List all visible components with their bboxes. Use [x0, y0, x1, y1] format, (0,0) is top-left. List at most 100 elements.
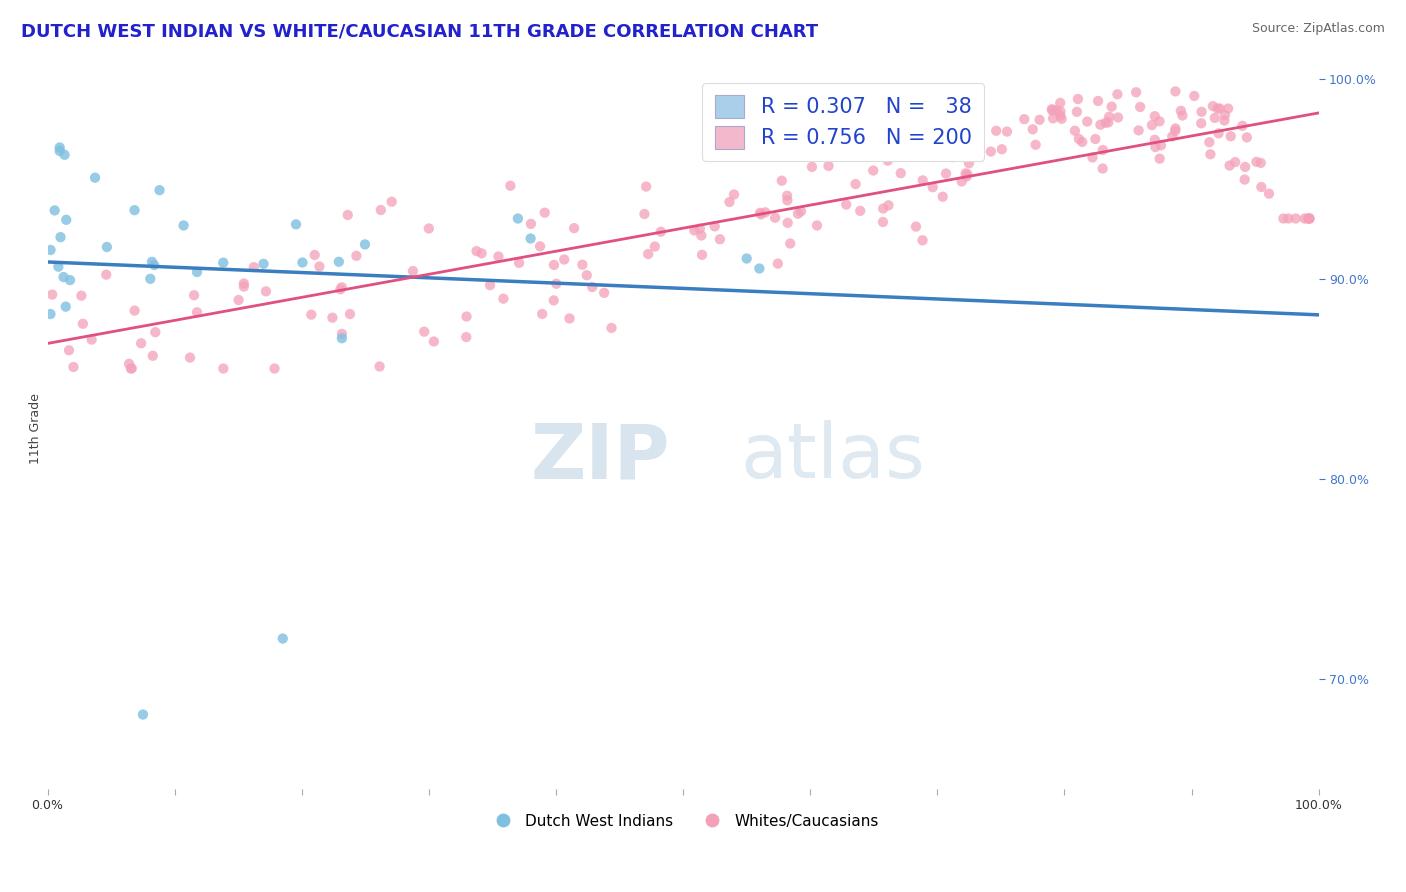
Point — [1125, 85, 1147, 99]
Point — [329, 282, 352, 296]
Point — [1149, 152, 1171, 166]
Point — [763, 211, 786, 225]
Point — [330, 331, 353, 345]
Point — [633, 207, 655, 221]
Point — [506, 211, 529, 226]
Point — [118, 357, 141, 371]
Point — [1150, 138, 1173, 153]
Point — [1128, 123, 1150, 137]
Point — [1298, 211, 1320, 226]
Point — [321, 310, 343, 325]
Point — [1294, 211, 1316, 226]
Point — [232, 279, 254, 293]
Point — [546, 277, 568, 291]
Point — [1149, 114, 1171, 128]
Point — [124, 303, 146, 318]
Point — [55, 212, 77, 227]
Point — [531, 307, 554, 321]
Point — [1223, 155, 1246, 169]
Point — [1067, 132, 1090, 146]
Point — [735, 252, 758, 266]
Point — [479, 278, 502, 293]
Point — [862, 163, 884, 178]
Point — [402, 264, 425, 278]
Point — [650, 225, 672, 239]
Point — [1144, 140, 1167, 154]
Point — [59, 273, 82, 287]
Point — [129, 336, 152, 351]
Point — [471, 246, 494, 260]
Point — [1198, 135, 1220, 149]
Text: ZIP: ZIP — [530, 420, 671, 494]
Point — [41, 287, 63, 301]
Point — [53, 148, 76, 162]
Point — [581, 280, 603, 294]
Point — [872, 215, 894, 229]
Point — [1170, 103, 1192, 118]
Point — [1050, 112, 1073, 126]
Point — [644, 239, 666, 253]
Point — [957, 156, 980, 170]
Point — [904, 219, 927, 234]
Point — [890, 166, 912, 180]
Point — [806, 219, 828, 233]
Point — [1202, 99, 1225, 113]
Point — [1258, 186, 1281, 201]
Point — [179, 351, 201, 365]
Point — [1164, 124, 1187, 138]
Point — [48, 140, 70, 154]
Point — [1090, 118, 1112, 132]
Point — [1250, 156, 1272, 170]
Point — [254, 285, 277, 299]
Point — [845, 177, 868, 191]
Point — [1025, 137, 1047, 152]
Point — [328, 254, 350, 268]
Point — [141, 255, 163, 269]
Point — [1182, 89, 1205, 103]
Point — [120, 361, 142, 376]
Point — [1071, 135, 1094, 149]
Point — [1091, 143, 1114, 157]
Point — [186, 305, 208, 319]
Point — [1298, 211, 1320, 226]
Point — [1084, 132, 1107, 146]
Point — [143, 325, 166, 339]
Text: atlas: atlas — [741, 420, 925, 494]
Point — [330, 280, 353, 294]
Point — [690, 248, 713, 262]
Point — [1067, 92, 1090, 106]
Point — [1277, 211, 1299, 226]
Point — [519, 231, 541, 245]
Point — [1213, 108, 1236, 122]
Point — [52, 270, 75, 285]
Point — [683, 223, 706, 237]
Point — [1040, 102, 1063, 116]
Point — [488, 250, 510, 264]
Point — [938, 150, 960, 164]
Point — [872, 202, 894, 216]
Point — [499, 178, 522, 193]
Point — [1101, 100, 1123, 114]
Point — [1049, 104, 1071, 119]
Point — [980, 145, 1002, 159]
Point — [1171, 108, 1194, 122]
Point — [418, 221, 440, 235]
Point — [817, 159, 839, 173]
Point — [48, 260, 70, 274]
Point — [456, 330, 478, 344]
Legend: Dutch West Indians, Whites/Caucasians: Dutch West Indians, Whites/Caucasians — [481, 807, 886, 835]
Point — [723, 187, 745, 202]
Point — [1204, 111, 1226, 125]
Point — [911, 233, 934, 247]
Point — [80, 333, 103, 347]
Point — [84, 170, 107, 185]
Point — [96, 268, 118, 282]
Point — [593, 285, 616, 300]
Point — [344, 249, 367, 263]
Point — [1107, 111, 1129, 125]
Point — [1213, 113, 1236, 128]
Point — [749, 207, 772, 221]
Point — [1208, 126, 1230, 140]
Point — [1219, 159, 1241, 173]
Point — [1285, 211, 1308, 226]
